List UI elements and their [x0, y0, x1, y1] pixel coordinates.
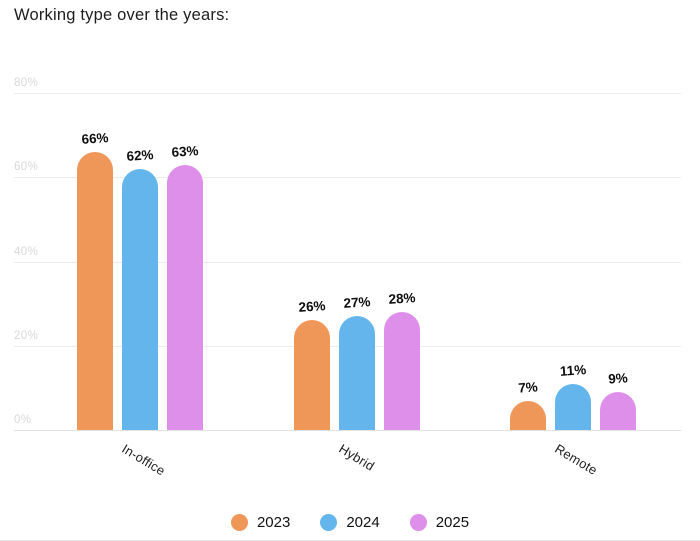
bar-value-label: 28%: [387, 290, 416, 307]
bar-2023-In-office[interactable]: [77, 151, 113, 430]
legend-label: 2023: [256, 514, 291, 531]
y-axis-tick-label: 60%: [14, 161, 39, 174]
gridline: [14, 177, 681, 179]
x-axis-category-label: Remote: [552, 441, 601, 478]
gridline: [14, 430, 681, 431]
gridline: [14, 93, 681, 94]
legend-swatch-2023: [230, 514, 248, 531]
bar-2024-Hybrid[interactable]: [338, 316, 375, 430]
gridline: [14, 261, 681, 263]
bar-2025-Hybrid[interactable]: [383, 312, 420, 430]
bar-value-label: 66%: [80, 130, 110, 147]
legend-swatch-2024: [320, 514, 338, 531]
legend-item-2024[interactable]: 2024: [320, 514, 380, 531]
bar-2025-Remote[interactable]: [600, 392, 636, 430]
y-axis-tick-label: 80%: [14, 77, 39, 89]
bar-2024-In-office[interactable]: [122, 168, 158, 430]
bar-2023-Hybrid[interactable]: [293, 320, 330, 430]
legend: 2023 2024 2025: [0, 514, 700, 531]
bar-value-label: 9%: [607, 370, 629, 387]
legend-item-2025[interactable]: 2025: [409, 514, 470, 531]
y-axis-tick-label: 20%: [14, 329, 39, 342]
legend-label: 2025: [435, 514, 470, 531]
y-axis-tick-label: 0%: [14, 414, 32, 426]
bar-2025-In-office[interactable]: [167, 164, 203, 430]
bar-value-label: 7%: [517, 378, 539, 396]
legend-label: 2024: [346, 514, 380, 531]
bar-2023-Remote[interactable]: [510, 400, 546, 430]
bar-2024-Remote[interactable]: [555, 383, 591, 430]
x-axis-category-label: In-office: [119, 441, 168, 479]
legend-item-2023[interactable]: 2023: [230, 514, 291, 531]
y-axis-tick-label: 40%: [14, 245, 39, 258]
legend-swatch-2025: [409, 514, 427, 531]
x-axis-category-label: Hybrid: [335, 441, 377, 474]
chart-title: Working type over the years:: [14, 6, 230, 24]
bar-value-label: 63%: [170, 142, 200, 160]
